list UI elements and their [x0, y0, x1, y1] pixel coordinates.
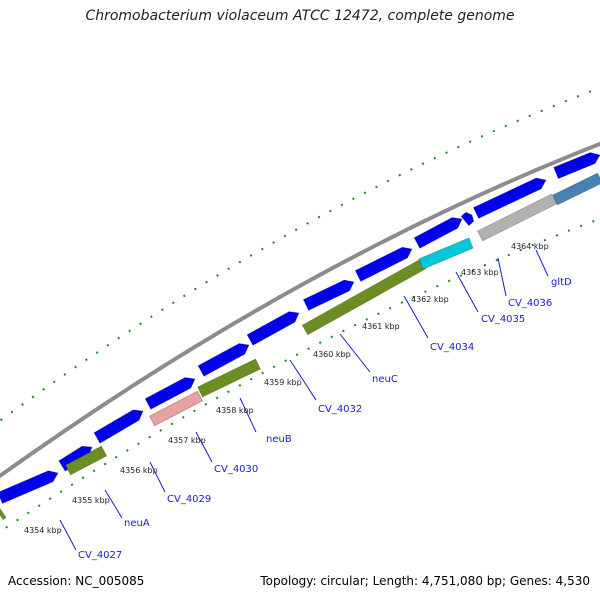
- feature-block-cv4036: [476, 193, 558, 242]
- gene-label-cv-4036: CV_4036: [508, 298, 552, 309]
- gene-label-leader-line: [339, 333, 371, 373]
- gene-label-leader-line: [59, 519, 77, 551]
- gene-label-leader-line: [455, 271, 479, 313]
- position-label: 4364 kbp: [511, 242, 549, 251]
- gene-label-cv-4034: CV_4034: [430, 342, 474, 353]
- forward-cds-block: [246, 311, 300, 346]
- feature-block-neuA: [64, 445, 108, 476]
- gene-label-leader-line: [403, 295, 429, 339]
- position-label: 4357 kbp: [168, 436, 206, 445]
- feature-block-neuA-edge: [0, 507, 7, 521]
- gene-label-cv-4027: CV_4027: [78, 550, 122, 561]
- gene-label-gltd: gltD: [551, 277, 572, 288]
- feature-block-gltD: [552, 172, 600, 206]
- gene-label-cv-4032: CV_4032: [318, 404, 362, 415]
- genome-backbone: [0, 141, 600, 479]
- gc-skew-outer-track: [0, 87, 600, 422]
- gene-label-leader-line: [289, 359, 317, 401]
- gene-label-leader-line: [195, 431, 213, 463]
- position-label: 4355 kbp: [72, 496, 110, 505]
- map-title: Chromobacterium violaceum ATCC 12472, co…: [85, 8, 515, 24]
- position-label: 4362 kbp: [411, 295, 449, 304]
- gene-label-leader-line: [535, 249, 549, 277]
- gene-label-leader-line: [497, 257, 507, 297]
- forward-cds-block: [93, 409, 144, 444]
- forward-cds-block: [460, 211, 475, 227]
- accession-text: Accession: NC_005085: [8, 574, 145, 588]
- gene-label-leader-line: [149, 461, 166, 493]
- position-label: 4358 kbp: [216, 406, 254, 415]
- position-label: 4359 kbp: [264, 378, 302, 387]
- topology-text: Topology: circular; Length: 4,751,080 bp…: [260, 574, 590, 588]
- gene-label-neub: neuB: [266, 434, 292, 445]
- position-label: 4360 kbp: [313, 350, 351, 359]
- forward-cds-block: [0, 470, 59, 505]
- feature-block-neuB: [197, 358, 261, 398]
- feature-block-cv4029: [148, 390, 204, 427]
- gene-label-leader-line: [239, 397, 257, 433]
- forward-cds-block: [472, 177, 547, 219]
- forward-cds-block: [302, 279, 355, 311]
- gene-label-leader-line: [104, 489, 123, 519]
- position-label: 4363 kbp: [461, 268, 499, 277]
- gene-label-neua: neuA: [124, 518, 150, 529]
- forward-cds-block: [413, 217, 463, 249]
- forward-cds-block: [553, 152, 600, 180]
- position-ticks: 4354 kbp 4355 kbp 4356 kbp 4357 kbp 4358 kbp…: [24, 242, 549, 535]
- position-label: 4356 kbp: [120, 466, 158, 475]
- gene-label-cv-4035: CV_4035: [481, 314, 525, 325]
- position-label: 4361 kbp: [362, 322, 400, 331]
- gene-label-cv-4030: CV_4030: [214, 464, 258, 475]
- forward-cds-block: [144, 377, 196, 410]
- gene-features: [0, 152, 600, 521]
- feature-block-cv4035: [418, 237, 474, 270]
- forward-cds-block: [197, 343, 250, 377]
- gene-label-neuc: neuC: [372, 374, 398, 385]
- gene-label-cv-4029: CV_4029: [167, 494, 211, 505]
- forward-cds-block: [354, 246, 413, 282]
- gene-labels: CV_4027 neuA CV_4029 CV_4030 neuB CV_4032 neuC…: [59, 249, 572, 561]
- position-label: 4354 kbp: [24, 526, 62, 535]
